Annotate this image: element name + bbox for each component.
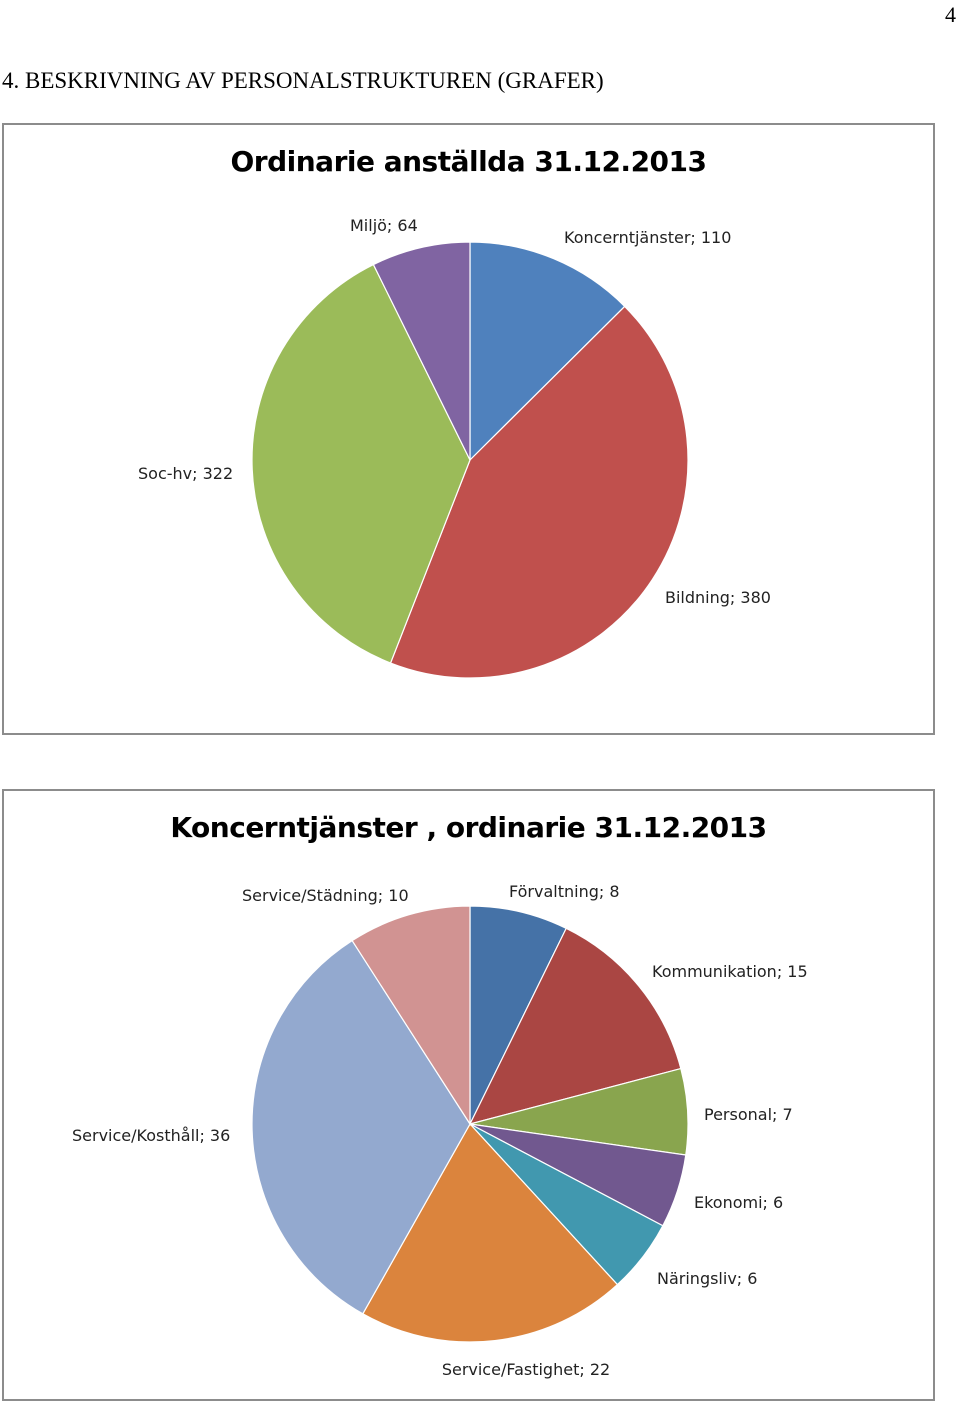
data-label-f-rvaltning: Förvaltning; 8 [509,882,620,901]
pie-slice-soc-hv [251,263,471,664]
pie-slice-koncerntj-nster [469,241,626,462]
data-label-koncerntj-nster: Koncerntjänster; 110 [564,228,731,247]
pie-slice-service-kosth-ll [251,939,471,1315]
chart-title: Koncerntjänster , ordinarie 31.12.2013 [170,811,767,844]
pie-chart-ordinarie: Ordinarie anställda 31.12.2013 Koncerntj… [2,123,935,735]
section-heading: 4. BESKRIVNING AV PERSONALSTRUKTUREN (GR… [2,68,604,93]
data-label-kommunikation: Kommunikation; 15 [652,962,808,981]
data-label-milj: Miljö; 64 [350,216,418,235]
chart-title: Ordinarie anställda 31.12.2013 [230,145,707,178]
page-number: 4 [945,2,956,27]
pie-chart-koncerntjanster: Koncerntjänster , ordinarie 31.12.2013 F… [2,789,935,1401]
data-label-service-fastighet: Service/Fastighet; 22 [442,1360,610,1379]
pie-slice-service-st-dning [351,905,471,1127]
data-label-bildning: Bildning; 380 [665,588,771,607]
pie-slice-kommunikation [468,927,682,1125]
pie-slice-service-fastighet [361,1122,619,1343]
pie-chart-svg: Förvaltning; 8 Kommunikation; 15 Personal;… [72,882,808,1379]
pie-chart-svg: Koncerntjänster; 110 Bildning; 380 Soc-hv;… [138,216,771,679]
data-label-n-ringsliv: Näringsliv; 6 [657,1269,757,1288]
data-label-personal: Personal; 7 [704,1105,793,1124]
data-label-soc-hv: Soc-hv; 322 [138,464,233,483]
data-label-service-st-dning: Service/Städning; 10 [242,886,409,905]
pie-slice-milj [372,241,471,461]
pie-slice-bildning [389,305,689,679]
pie-slice-f-rvaltning [469,905,567,1125]
data-label-ekonomi: Ekonomi; 6 [694,1193,783,1212]
data-label-service-kosth-ll: Service/Kosthåll; 36 [72,1126,230,1145]
